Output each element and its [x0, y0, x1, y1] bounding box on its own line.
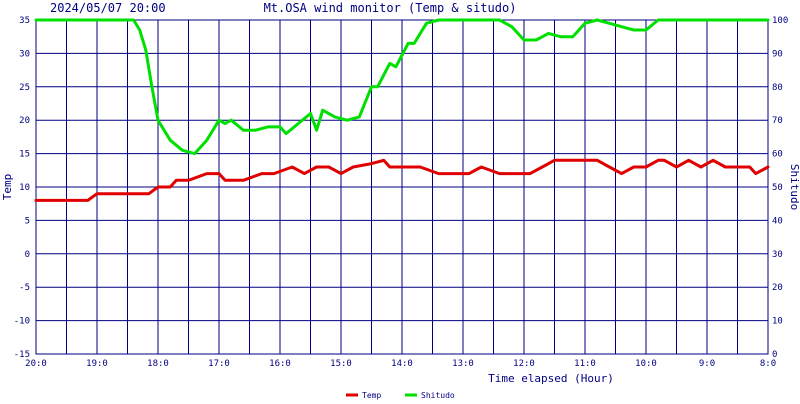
right-tick-label: 70 [772, 116, 783, 126]
left-tick-label: 0 [25, 250, 30, 260]
left-tick-label: 35 [19, 16, 30, 26]
x-tick-label: 19:0 [86, 359, 108, 369]
left-tick-label: -10 [14, 317, 30, 327]
x-tick-label: 9:0 [699, 359, 715, 369]
right-tick-label: 60 [772, 150, 783, 160]
x-tick-label: 15:0 [330, 359, 352, 369]
right-tick-label: 100 [772, 16, 788, 26]
left-axis-ticks: 35 30 25 20 15 10 5 0 -5 -10 -15 [14, 16, 30, 360]
x-tick-label: 10:0 [635, 359, 657, 369]
left-tick-label: 20 [19, 116, 30, 126]
x-tick-label: 17:0 [208, 359, 230, 369]
legend-label-shitudo: Shitudo [421, 391, 455, 400]
left-tick-label: 15 [19, 150, 30, 160]
x-tick-label: 13:0 [452, 359, 474, 369]
legend-label-temp: Temp [362, 391, 381, 400]
plot-frame [35, 19, 769, 355]
right-tick-label: 10 [772, 317, 783, 327]
left-tick-label: 5 [25, 216, 30, 226]
x-axis-ticks: 20:0 19:0 18:0 17:0 16:0 15:0 14:0 13:0 12:0 11:0… [25, 359, 776, 369]
header-datetime: 2024/05/07 20:00 [50, 1, 166, 15]
y-axis-left-label: Temp [1, 174, 14, 201]
y-axis-right-label: Shitudo [788, 164, 800, 210]
right-tick-label: 90 [772, 49, 783, 59]
right-tick-label: 0 [772, 350, 777, 360]
x-axis-label: Time elapsed (Hour) [488, 372, 614, 385]
right-tick-label: 50 [772, 183, 783, 193]
right-tick-label: 40 [772, 216, 783, 226]
left-tick-label: 30 [19, 49, 30, 59]
series-line-temp [34, 158, 770, 202]
left-tick-label: 25 [19, 83, 30, 93]
left-tick-label: -5 [19, 283, 30, 293]
x-tick-label: 11:0 [574, 359, 596, 369]
series-lines [34, 18, 770, 202]
chart-title: Mt.OSA wind monitor (Temp & situdo) [264, 1, 517, 15]
right-tick-label: 80 [772, 83, 783, 93]
right-tick-label: 20 [772, 283, 783, 293]
legend: Temp Shitudo [346, 391, 455, 400]
right-tick-label: 30 [772, 250, 783, 260]
x-tick-label: 14:0 [391, 359, 413, 369]
left-tick-label: 10 [19, 183, 30, 193]
x-tick-label: 20:0 [25, 359, 47, 369]
left-tick-label: -15 [14, 350, 30, 360]
x-tick-label: 18:0 [147, 359, 169, 369]
x-tick-label: 16:0 [269, 359, 291, 369]
series-line-shitudo [34, 18, 770, 156]
x-tick-label: 12:0 [513, 359, 535, 369]
x-tick-label: 8:0 [760, 359, 776, 369]
